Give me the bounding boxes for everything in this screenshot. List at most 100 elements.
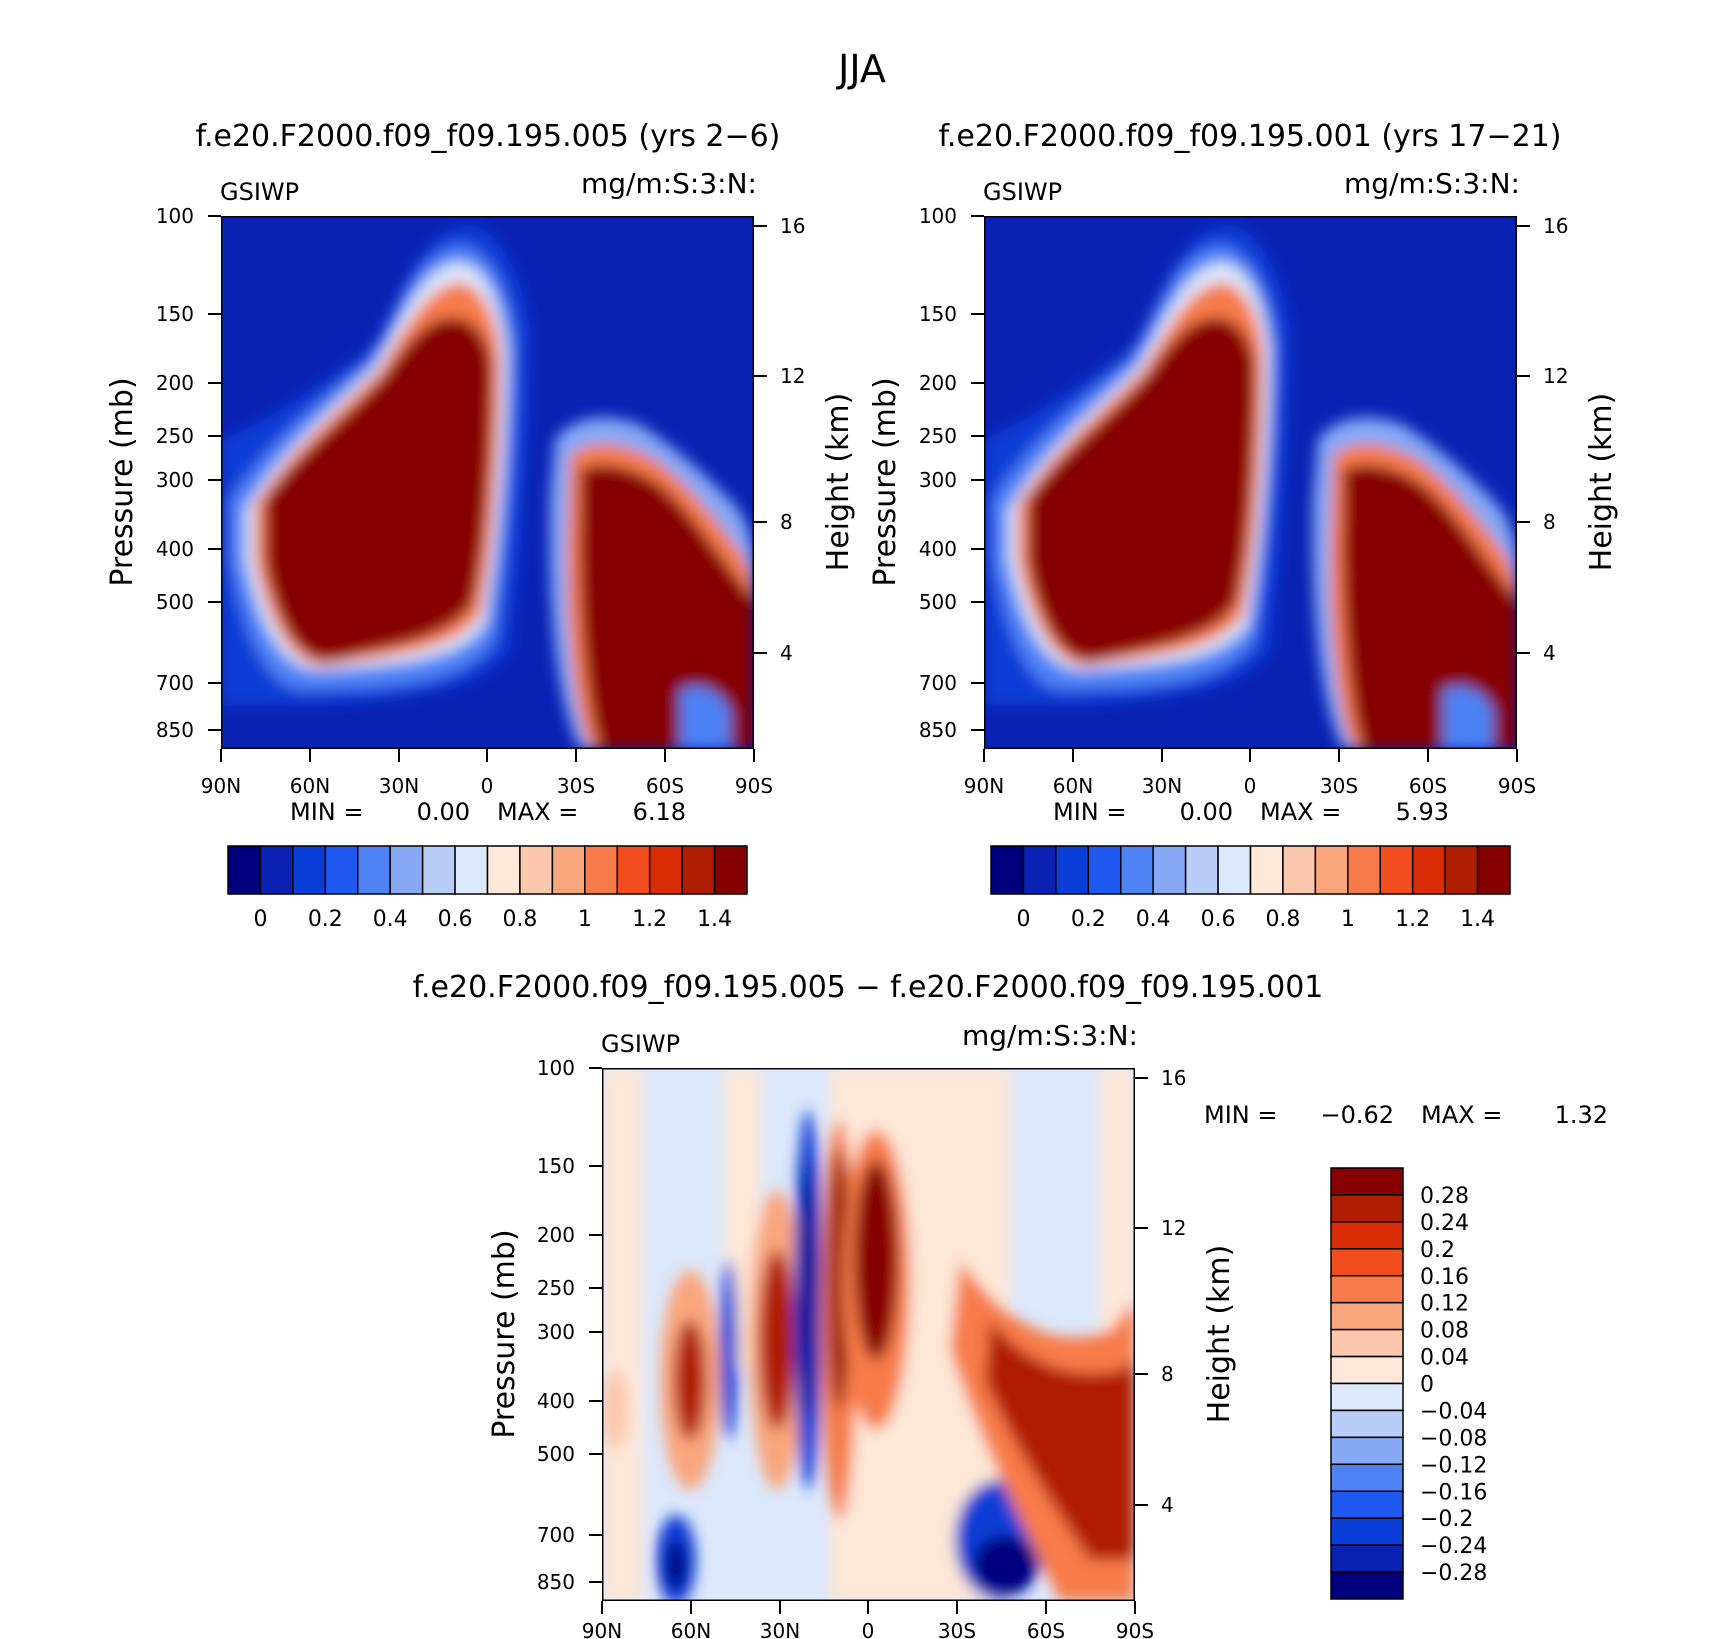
panel-1-y-ticks: 100 150 200 250 300 400 500 700 850	[156, 204, 194, 742]
colorbar-label: 1.2	[632, 907, 667, 932]
colorbar-label: 0	[1420, 1373, 1434, 1398]
panel-2-y-tick: 100	[919, 204, 957, 228]
panel-3-y-axis-label: Pressure (mb)	[487, 1229, 522, 1438]
panel-2-y-tick: 700	[919, 671, 957, 695]
colorbar-label: 0.8	[1265, 907, 1300, 932]
panel-1-x-tick: 90N	[201, 774, 241, 798]
panel-1-y-tick: 850	[156, 718, 194, 742]
colorbar-box	[1184, 845, 1219, 895]
panel-3-y-tick: 850	[537, 1570, 575, 1594]
panel-2-field	[984, 216, 1517, 749]
panel-2-units-label: mg/m:S:3:N:	[1344, 167, 1520, 200]
panel-3-y-ticks: 100 150 200 250 300 400 500 700 850	[537, 1056, 575, 1594]
panel-3-field	[602, 1068, 1135, 1601]
figure-title: JJA	[836, 47, 886, 91]
colorbar-label: 1	[578, 907, 592, 932]
panel-3-x-tick: 60S	[1027, 1619, 1065, 1639]
colorbar-box	[1330, 1248, 1404, 1277]
panel-1-x-tick: 30S	[557, 774, 595, 798]
panel-1-variable-label: GSIWP	[220, 178, 299, 206]
panel-2-colorbar: 0 0.2 0.4 0.6 0.8 1 1.2 1.4	[990, 845, 1511, 932]
colorbar-box	[616, 845, 651, 895]
panel-2-max-label: MAX =	[1260, 798, 1341, 826]
colorbar-label: 0.2	[1071, 907, 1106, 932]
panel-1-y-tick: 100	[156, 204, 194, 228]
colorbar-box	[292, 845, 327, 895]
panel-3-y-tick: 200	[537, 1223, 575, 1247]
panel-3-y-tick: 400	[537, 1389, 575, 1413]
colorbar-label: 1	[1341, 907, 1355, 932]
panel-2-y2-tick: 8	[1543, 510, 1556, 534]
colorbar-box	[1330, 1194, 1404, 1223]
colorbar-box	[1330, 1409, 1404, 1439]
panel-3-field-shapes	[602, 1068, 1135, 1601]
panel-1-title: f.e20.F2000.f09_f09.195.005 (yrs 2−6)	[196, 119, 781, 154]
colorbar-box	[1444, 845, 1479, 895]
panel-3-y-tick: 250	[537, 1276, 575, 1300]
panel-2-title: f.e20.F2000.f09_f09.195.001 (yrs 17−21)	[939, 119, 1562, 154]
panel-1-y-tick: 150	[156, 302, 194, 326]
panel-1-y-tick: 300	[156, 468, 194, 492]
colorbar-box	[421, 845, 456, 895]
panel-2-x-tick: 90N	[964, 774, 1004, 798]
panel-1-y-axis-label: Pressure (mb)	[105, 377, 140, 586]
panel-2-x-ticks: 90N 60N 30N 0 30S 60S 90S	[964, 774, 1536, 798]
panel-1-y-tick: 250	[156, 424, 194, 448]
colorbar-label: 1.2	[1395, 907, 1430, 932]
panel-1-colorbar: 0 0.2 0.4 0.6 0.8 1 1.2 1.4	[227, 845, 748, 932]
colorbar-label: 0.4	[373, 907, 408, 932]
panel-1-max-value: 6.18	[633, 798, 686, 826]
panel-2-y-axis-label: Pressure (mb)	[868, 377, 903, 586]
panel-3-y2-axis-label: Height (km)	[1202, 1245, 1237, 1424]
panel-3-x-tick: 90S	[1116, 1619, 1154, 1639]
colorbar-box	[713, 845, 748, 895]
colorbar-box	[1330, 1436, 1404, 1466]
panel-3-x-tick: 90N	[582, 1619, 622, 1639]
panel-3-title: f.e20.F2000.f09_f09.195.005 − f.e20.F200…	[413, 970, 1324, 1005]
panel-2-x-tick: 90S	[1498, 774, 1536, 798]
colorbar-label: 0.12	[1420, 1292, 1469, 1317]
colorbar-box	[324, 845, 359, 895]
panel-2-min-label: MIN =	[1053, 798, 1126, 826]
colorbar-box	[454, 845, 489, 895]
panel-1-field-shapes	[221, 225, 754, 749]
panel-2-y-tick: 400	[919, 537, 957, 561]
panel-1-x-tick: 60N	[290, 774, 330, 798]
panel-2-axes	[971, 215, 1530, 762]
colorbar-label: 0.04	[1420, 1346, 1469, 1371]
panel-2-y2-tick: 16	[1543, 214, 1568, 238]
panel-1: f.e20.F2000.f09_f09.195.005 (yrs 2−6) GS…	[105, 119, 856, 932]
panel-1-y2-ticks: 16 12 8 4	[780, 214, 805, 665]
colorbar-box	[227, 845, 262, 895]
panel-3-y2-tick: 8	[1161, 1362, 1174, 1386]
panel-1-y2-axis-label: Height (km)	[821, 393, 856, 572]
colorbar-box	[990, 845, 1025, 895]
panel-3-min-value: −0.62	[1320, 1101, 1394, 1129]
panel-1-units-label: mg/m:S:3:N:	[581, 167, 757, 200]
colorbar-box	[1330, 1490, 1404, 1519]
panel-3-y2-ticks: 16 12 8 4	[1161, 1066, 1186, 1517]
panel-3-y2-tick: 16	[1161, 1066, 1186, 1090]
colorbar-label: 0.2	[308, 907, 343, 932]
colorbar-box	[357, 845, 391, 895]
panel-1-y2-tick: 8	[780, 510, 793, 534]
panel-2-y-ticks: 100 150 200 250 300 400 500 700 850	[919, 204, 957, 742]
panel-2-y-tick: 300	[919, 468, 957, 492]
panel-3-x-ticks: 90N 60N 30N 0 30S 60S 90S	[582, 1619, 1154, 1639]
panel-1-y2-tick: 4	[780, 641, 793, 665]
panel-2-x-tick: 30N	[1142, 774, 1182, 798]
colorbar-label: 0.28	[1420, 1184, 1469, 1209]
panel-1-y2-tick: 16	[780, 214, 805, 238]
colorbar-label: 0.08	[1420, 1319, 1469, 1344]
colorbar-box	[1217, 845, 1252, 895]
panel-2-y-tick: 500	[919, 590, 957, 614]
colorbar-label: 0.6	[1201, 907, 1236, 932]
panel-1-y-tick: 200	[156, 371, 194, 395]
panel-1-x-tick: 30N	[379, 774, 419, 798]
panel-2-min-value: 0.00	[1180, 798, 1233, 826]
colorbar-box	[1314, 845, 1349, 895]
panel-2-variable-label: GSIWP	[983, 178, 1062, 206]
panel-2-y-tick: 850	[919, 718, 957, 742]
panel-3-y2-tick: 4	[1161, 1493, 1174, 1517]
panel-3-max-value: 1.32	[1555, 1101, 1608, 1129]
